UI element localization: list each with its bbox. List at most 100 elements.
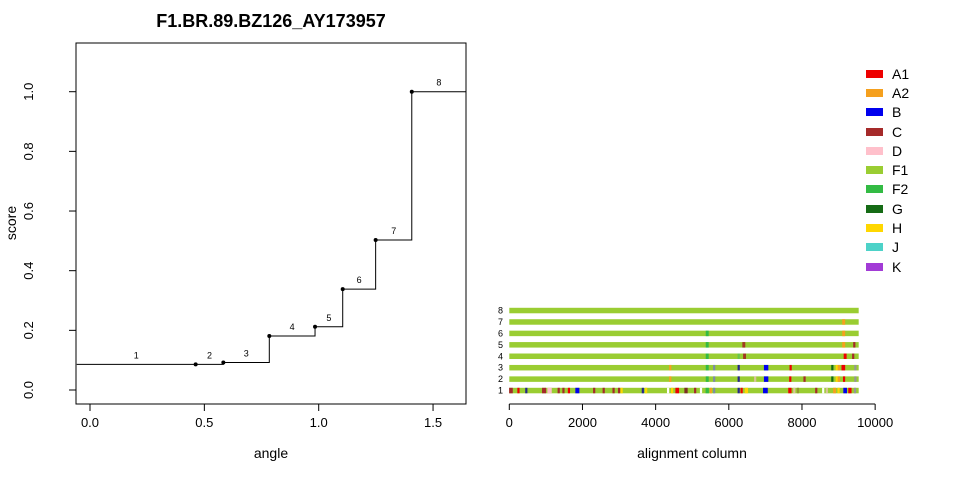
y-tick-label: 1.0	[21, 83, 36, 101]
alignment-tick-mark	[737, 387, 740, 394]
plot-box	[75, 42, 467, 405]
alignment-tick-mark	[740, 387, 743, 394]
alignment-tick-mark	[854, 364, 857, 371]
alignment-tick-mark	[754, 376, 757, 382]
alignment-row-bar	[509, 387, 859, 394]
y-axis-label: score	[3, 206, 19, 240]
alignment-tick-mark	[843, 387, 847, 394]
data-point	[267, 334, 272, 339]
alignment-tick-mark	[705, 330, 709, 337]
alignment-tick-mark	[567, 387, 571, 394]
legend-label: B	[892, 104, 902, 121]
alignment-row-bar	[509, 342, 859, 348]
x-tick-label: 4000	[641, 415, 670, 430]
alignment-tick-mark	[542, 387, 547, 394]
x-tick-label: 6000	[714, 415, 743, 430]
row-label: 7	[498, 317, 503, 327]
x-tick-label: 1.0	[310, 415, 328, 430]
segment-label: 1	[134, 350, 139, 360]
legend-swatch	[866, 108, 883, 117]
alignment-tick-mark	[852, 353, 855, 360]
alignment-tick-mark	[737, 353, 740, 360]
legend-label: A2	[892, 84, 910, 101]
alignment-tick-mark	[669, 376, 672, 382]
step-curve	[76, 91, 466, 365]
legend-label: F2	[892, 181, 909, 198]
x-tick-label: 0.5	[195, 415, 213, 430]
legend-label: C	[892, 123, 903, 140]
data-point	[313, 324, 318, 329]
subtype-legend: A1 A2 B C D F1 F2 G H J K	[866, 64, 909, 276]
alignment-tick-mark	[575, 387, 580, 394]
legend-swatch	[866, 204, 883, 213]
legend-label: D	[892, 142, 903, 159]
alignment-tick-mark	[705, 376, 709, 382]
legend-swatch	[866, 127, 883, 136]
y-tick-label: 0.4	[21, 262, 36, 280]
alignment-tick-mark	[837, 387, 840, 394]
alignment-row-bar	[509, 353, 859, 360]
alignment-tick-mark	[743, 353, 747, 360]
alignment-tick-mark	[669, 364, 672, 371]
alignment-tick-mark	[793, 387, 796, 394]
segment-label: 2	[207, 350, 212, 360]
segment-label: 8	[436, 78, 441, 88]
legend-swatch	[866, 166, 883, 175]
legend-label: H	[892, 220, 903, 237]
alignment-row-bar	[509, 376, 859, 382]
legend-swatch	[866, 262, 883, 271]
x-tick-label: 0.0	[81, 415, 99, 430]
legend-item: A1	[866, 64, 909, 83]
alignment-tick-mark	[842, 342, 846, 348]
legend-swatch	[866, 224, 883, 233]
legend-swatch	[866, 185, 883, 194]
alignment-tick-mark	[694, 387, 697, 394]
legend-item: B	[866, 103, 909, 122]
alignment-tick-mark	[842, 319, 846, 325]
segment-label: 4	[290, 322, 295, 332]
alignment-tick-mark	[699, 387, 703, 394]
legend-item: C	[866, 122, 909, 141]
alignment-tick-mark	[835, 364, 838, 371]
alignment-tick-mark	[742, 342, 746, 348]
legend-swatch	[866, 69, 883, 78]
alignment-tick-mark	[737, 376, 740, 382]
alignment-tick-mark	[547, 387, 552, 394]
row-label: 8	[498, 306, 503, 316]
legend-label: K	[892, 258, 902, 275]
legend-swatch	[866, 88, 883, 97]
legend-item: H	[866, 218, 909, 237]
alignment-tick-mark	[666, 387, 670, 394]
alignment-tick-mark	[803, 376, 806, 382]
alignment-row-bar	[509, 364, 859, 371]
alignment-row-bar	[509, 330, 859, 337]
alignment-tick-mark	[617, 387, 621, 394]
alignment-tick-mark	[789, 364, 792, 371]
y-tick-label: 0.8	[21, 142, 36, 160]
x-tick-label: 10000	[857, 415, 893, 430]
data-point	[221, 360, 226, 365]
x-tick-label: 1.5	[424, 415, 442, 430]
alignment-tick-mark	[789, 376, 792, 382]
y-tick-label: 0.6	[21, 202, 36, 220]
segment-label: 6	[357, 275, 362, 285]
y-tick-label: 0.2	[21, 321, 36, 339]
x-axis-label: angle	[254, 445, 288, 461]
data-point	[373, 237, 378, 242]
row-label: 6	[498, 328, 503, 338]
alignment-tick-mark	[675, 387, 680, 394]
alignment-tick-mark	[684, 387, 688, 394]
alignment-tick-mark	[737, 364, 740, 371]
alignment-tick-mark	[815, 387, 818, 394]
alignment-row-bar	[509, 319, 859, 325]
alignment-tick-mark	[645, 387, 648, 394]
legend-item: A2	[866, 83, 909, 102]
legend-item: G	[866, 199, 909, 218]
data-point	[409, 89, 414, 94]
alignment-tick-mark	[517, 387, 520, 394]
legend-item: D	[866, 141, 909, 160]
alignment-tick-mark	[709, 387, 712, 394]
alignment-tick-mark	[843, 353, 847, 360]
